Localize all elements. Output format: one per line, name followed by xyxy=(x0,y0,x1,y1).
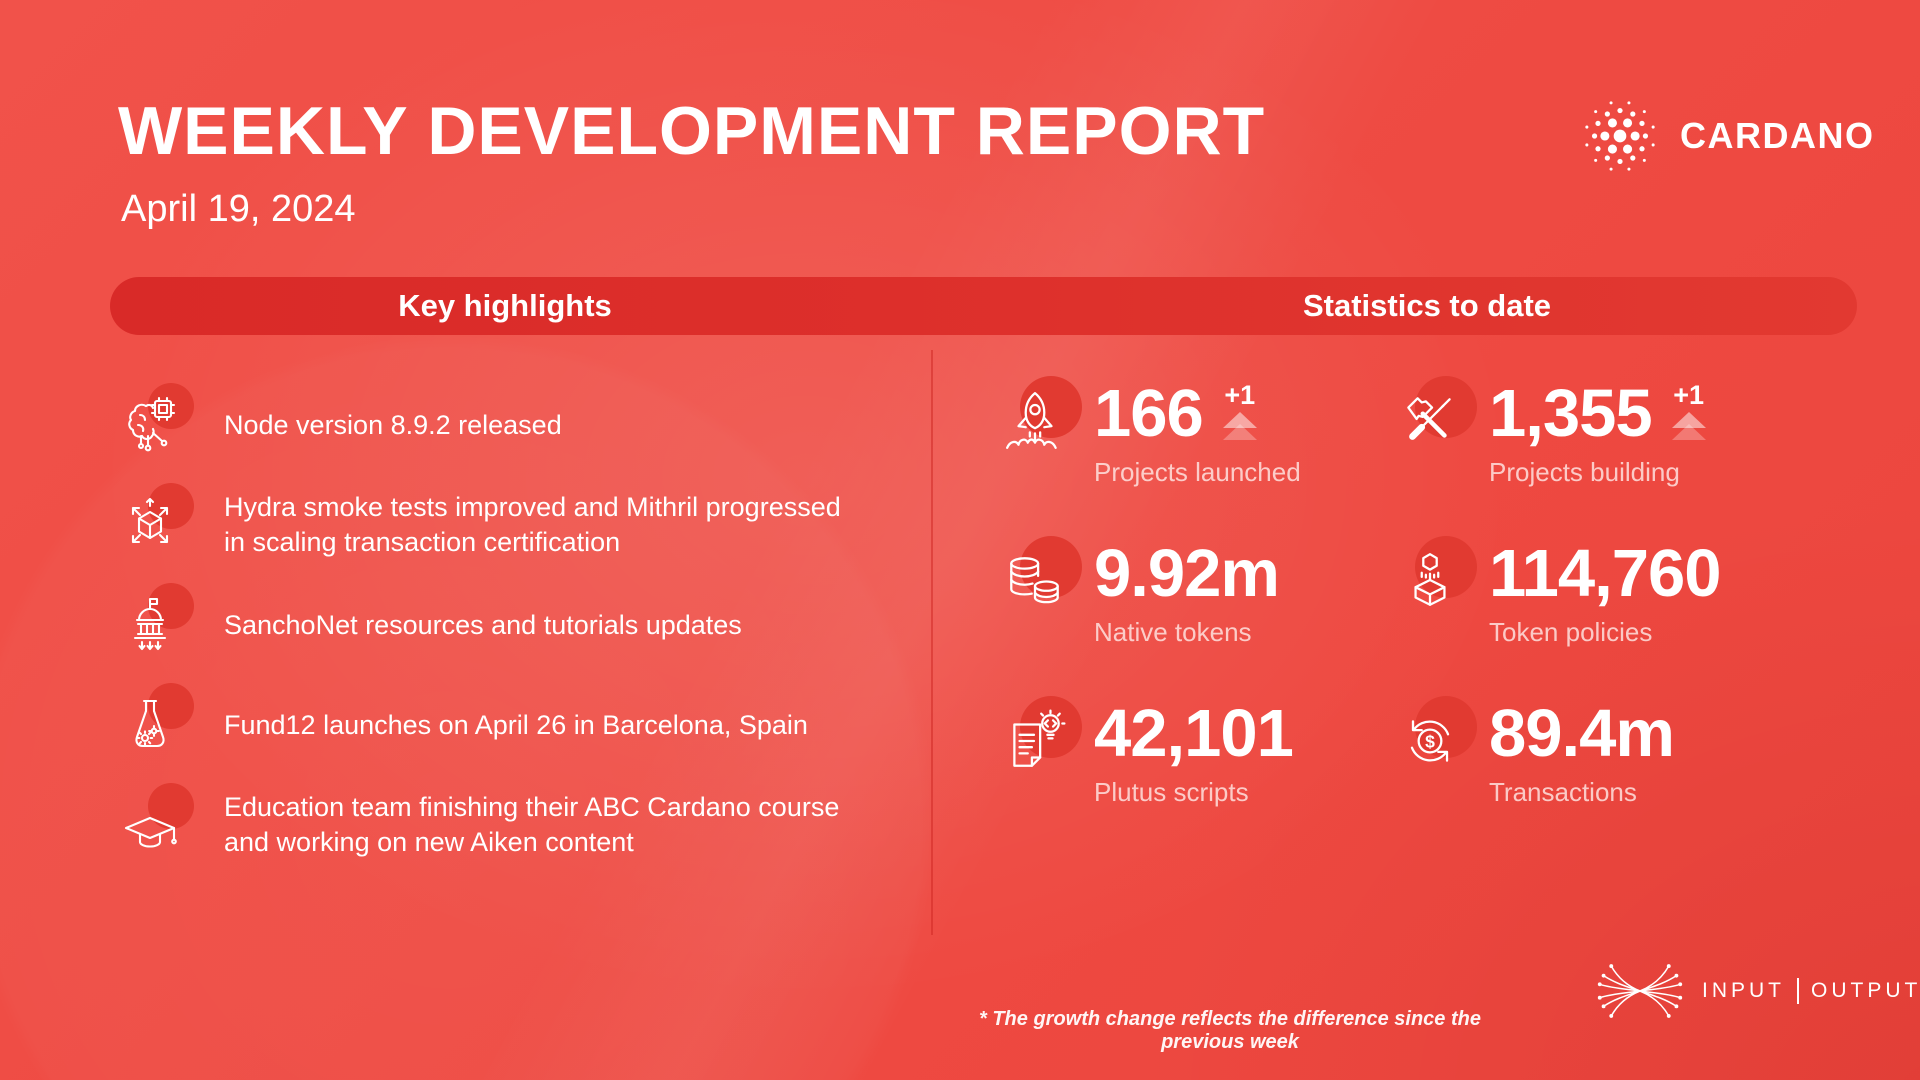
stat-label: Plutus scripts xyxy=(1094,776,1249,807)
script-bulb-icon xyxy=(1002,696,1082,774)
key-highlights-list: Node version 8.9.2 released Hydra smoke … xyxy=(118,375,848,875)
io-divider-bar xyxy=(1797,978,1799,1004)
stat-value: 1,355 xyxy=(1489,376,1653,451)
coins-icon xyxy=(1002,536,1082,614)
up-arrow-icon xyxy=(1671,412,1706,428)
cardano-logo-icon xyxy=(1576,92,1664,180)
graduation-cap-icon xyxy=(118,783,194,857)
up-arrow-icon xyxy=(1222,424,1257,440)
page-title: WEEKLY DEVELOPMENT REPORT xyxy=(118,93,1266,169)
cardano-wordmark: CARDANO xyxy=(1680,115,1875,156)
up-arrow-icon xyxy=(1222,412,1257,428)
input-output-brand: INPUT OUTPUT xyxy=(1594,956,1920,1026)
highlight-text: Education team finishing their ABC Carda… xyxy=(224,792,840,857)
stat-label: Token policies xyxy=(1489,616,1653,647)
stat-label: Projects launched xyxy=(1094,456,1301,487)
token-box-icon xyxy=(1397,536,1477,614)
cardano-brand: CARDANO xyxy=(1576,92,1875,180)
stat-value: 89.4m xyxy=(1489,696,1675,771)
stat-label: Transactions xyxy=(1489,776,1637,807)
highlight-text: Node version 8.9.2 released xyxy=(224,409,562,440)
dollar-cycle-icon: $ xyxy=(1397,696,1477,774)
delta-value: +1 xyxy=(1673,380,1705,410)
up-arrow-icon xyxy=(1671,424,1706,440)
statistics-heading: Statistics to date xyxy=(1302,288,1552,323)
highlight-text: Hydra smoke tests improved and Mithril p… xyxy=(224,492,841,557)
input-wordmark: INPUT xyxy=(1702,979,1785,1002)
stat-native-tokens: 9.92m Native tokens xyxy=(1002,536,1397,702)
stat-label: Native tokens xyxy=(1094,616,1252,647)
input-output-butterfly-icon xyxy=(1594,956,1686,1026)
output-wordmark: OUTPUT xyxy=(1811,979,1920,1002)
column-divider xyxy=(931,350,933,935)
cube-network-icon xyxy=(118,483,194,557)
list-item: Hydra smoke tests improved and Mithril p… xyxy=(118,475,848,575)
highlight-text: Fund12 launches on April 26 in Barcelona… xyxy=(224,709,808,740)
stat-label: Projects building xyxy=(1489,456,1680,487)
stat-plutus-scripts: 42,101 Plutus scripts xyxy=(1002,696,1397,862)
stat-projects-launched: 166 +1 Projects launched xyxy=(1002,376,1397,542)
flask-gears-icon xyxy=(118,683,194,757)
stat-token-policies: 114,760 Token policies xyxy=(1397,536,1857,702)
rocket-icon xyxy=(1002,376,1082,454)
tools-icon xyxy=(1397,376,1477,454)
statistics-grid: 166 +1 Projects launched xyxy=(1002,376,1857,862)
stat-value: 114,760 xyxy=(1489,536,1721,611)
list-item: SanchoNet resources and tutorials update… xyxy=(118,575,848,675)
ai-brain-chip-icon xyxy=(118,383,194,457)
stat-delta: +1 xyxy=(1671,380,1706,440)
list-item: Node version 8.9.2 released xyxy=(118,375,848,475)
list-item: Education team finishing their ABC Carda… xyxy=(118,775,848,875)
report-date: April 19, 2024 xyxy=(121,188,356,230)
key-highlights-heading: Key highlights xyxy=(398,288,612,323)
highlight-text: SanchoNet resources and tutorials update… xyxy=(224,609,742,640)
delta-value: +1 xyxy=(1224,380,1256,410)
stat-value: 42,101 xyxy=(1094,696,1294,771)
svg-text:$: $ xyxy=(1425,732,1435,752)
government-building-icon xyxy=(118,583,194,657)
stat-value: 166 xyxy=(1094,376,1204,451)
section-header-band: Key highlights Statistics to date xyxy=(110,277,1857,335)
growth-footnote: * The growth change reflects the differe… xyxy=(979,1008,1481,1053)
stat-delta: +1 xyxy=(1222,380,1257,440)
stat-transactions: $ 89.4m Transactions xyxy=(1397,696,1857,862)
stat-projects-building: 1,355 +1 Projects building xyxy=(1397,376,1857,542)
list-item: Fund12 launches on April 26 in Barcelona… xyxy=(118,675,848,775)
stat-value: 9.92m xyxy=(1094,536,1280,611)
